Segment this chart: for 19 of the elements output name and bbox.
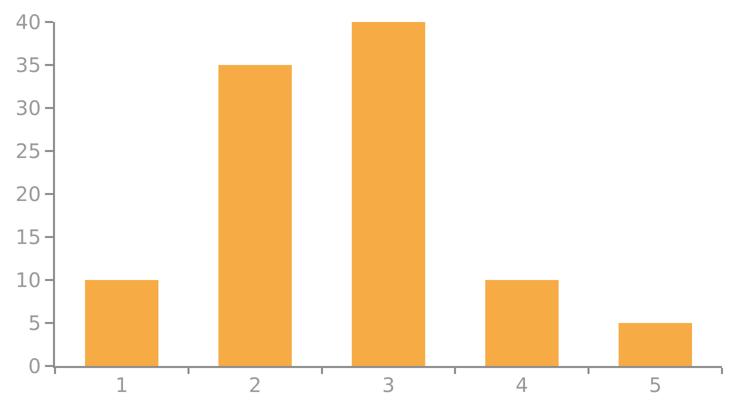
x-tick-label: 3 (382, 373, 395, 397)
y-tick-label: 10 (16, 268, 41, 292)
y-tick-label: 25 (16, 139, 41, 163)
y-tick-label: 0 (28, 354, 41, 378)
bar (618, 323, 692, 366)
x-tick-label: 5 (648, 373, 662, 397)
bar (218, 65, 292, 366)
bar (352, 22, 426, 366)
x-tick-label: 1 (115, 373, 128, 397)
y-tick-label: 15 (16, 225, 41, 249)
y-tick-label: 20 (16, 182, 41, 206)
y-tick-label: 5 (28, 311, 41, 335)
x-tick-label: 4 (516, 373, 528, 397)
bar (485, 280, 559, 366)
y-tick-label: 40 (16, 10, 41, 34)
bar (85, 280, 158, 366)
x-tick-label: 2 (248, 373, 262, 397)
y-tick-label: 30 (16, 96, 41, 120)
y-tick-label: 35 (16, 53, 41, 77)
